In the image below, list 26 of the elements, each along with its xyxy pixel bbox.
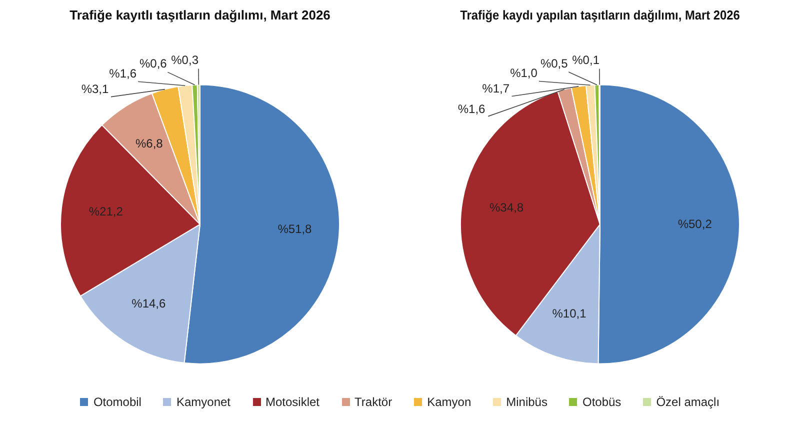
data-label: %6,8 xyxy=(135,136,164,151)
data-label: %51,8 xyxy=(278,222,312,236)
data-label: %1,6 xyxy=(109,66,137,80)
data-label: %1,6 xyxy=(458,102,486,116)
legend-label: Motosiklet xyxy=(264,395,320,409)
data-label: %3,1 xyxy=(81,82,110,96)
data-label: %1,7 xyxy=(482,81,510,96)
data-label: %0,3 xyxy=(171,53,199,68)
legend-label: Minibüs xyxy=(505,395,548,409)
data-label: %0,1 xyxy=(572,53,600,68)
data-label: %34,8 xyxy=(489,200,524,215)
legend-label: Kamyonet xyxy=(175,395,230,409)
chart-title: Trafiğe kayıtlı taşıtların dağılımı, Mart 2026 xyxy=(70,7,330,22)
legend-label: Özel amaçlı xyxy=(655,395,720,409)
data-label: %10,1 xyxy=(552,306,587,320)
legend-label: Otomobil xyxy=(92,395,142,409)
data-label: %50,2 xyxy=(678,217,712,232)
legend-label: Otobüs xyxy=(581,395,622,409)
legend-label: Traktör xyxy=(354,395,392,409)
data-label: %1,0 xyxy=(510,66,538,80)
data-label: %0,5 xyxy=(540,56,568,70)
data-label: %14,6 xyxy=(132,296,166,310)
data-label: %21,2 xyxy=(88,204,124,219)
chart-title: Trafiğe kaydı yapılan taşıtların dağılımı, Mart 2026 xyxy=(460,8,740,23)
legend-label: Kamyon xyxy=(426,395,472,409)
data-label: %0,6 xyxy=(139,56,168,71)
